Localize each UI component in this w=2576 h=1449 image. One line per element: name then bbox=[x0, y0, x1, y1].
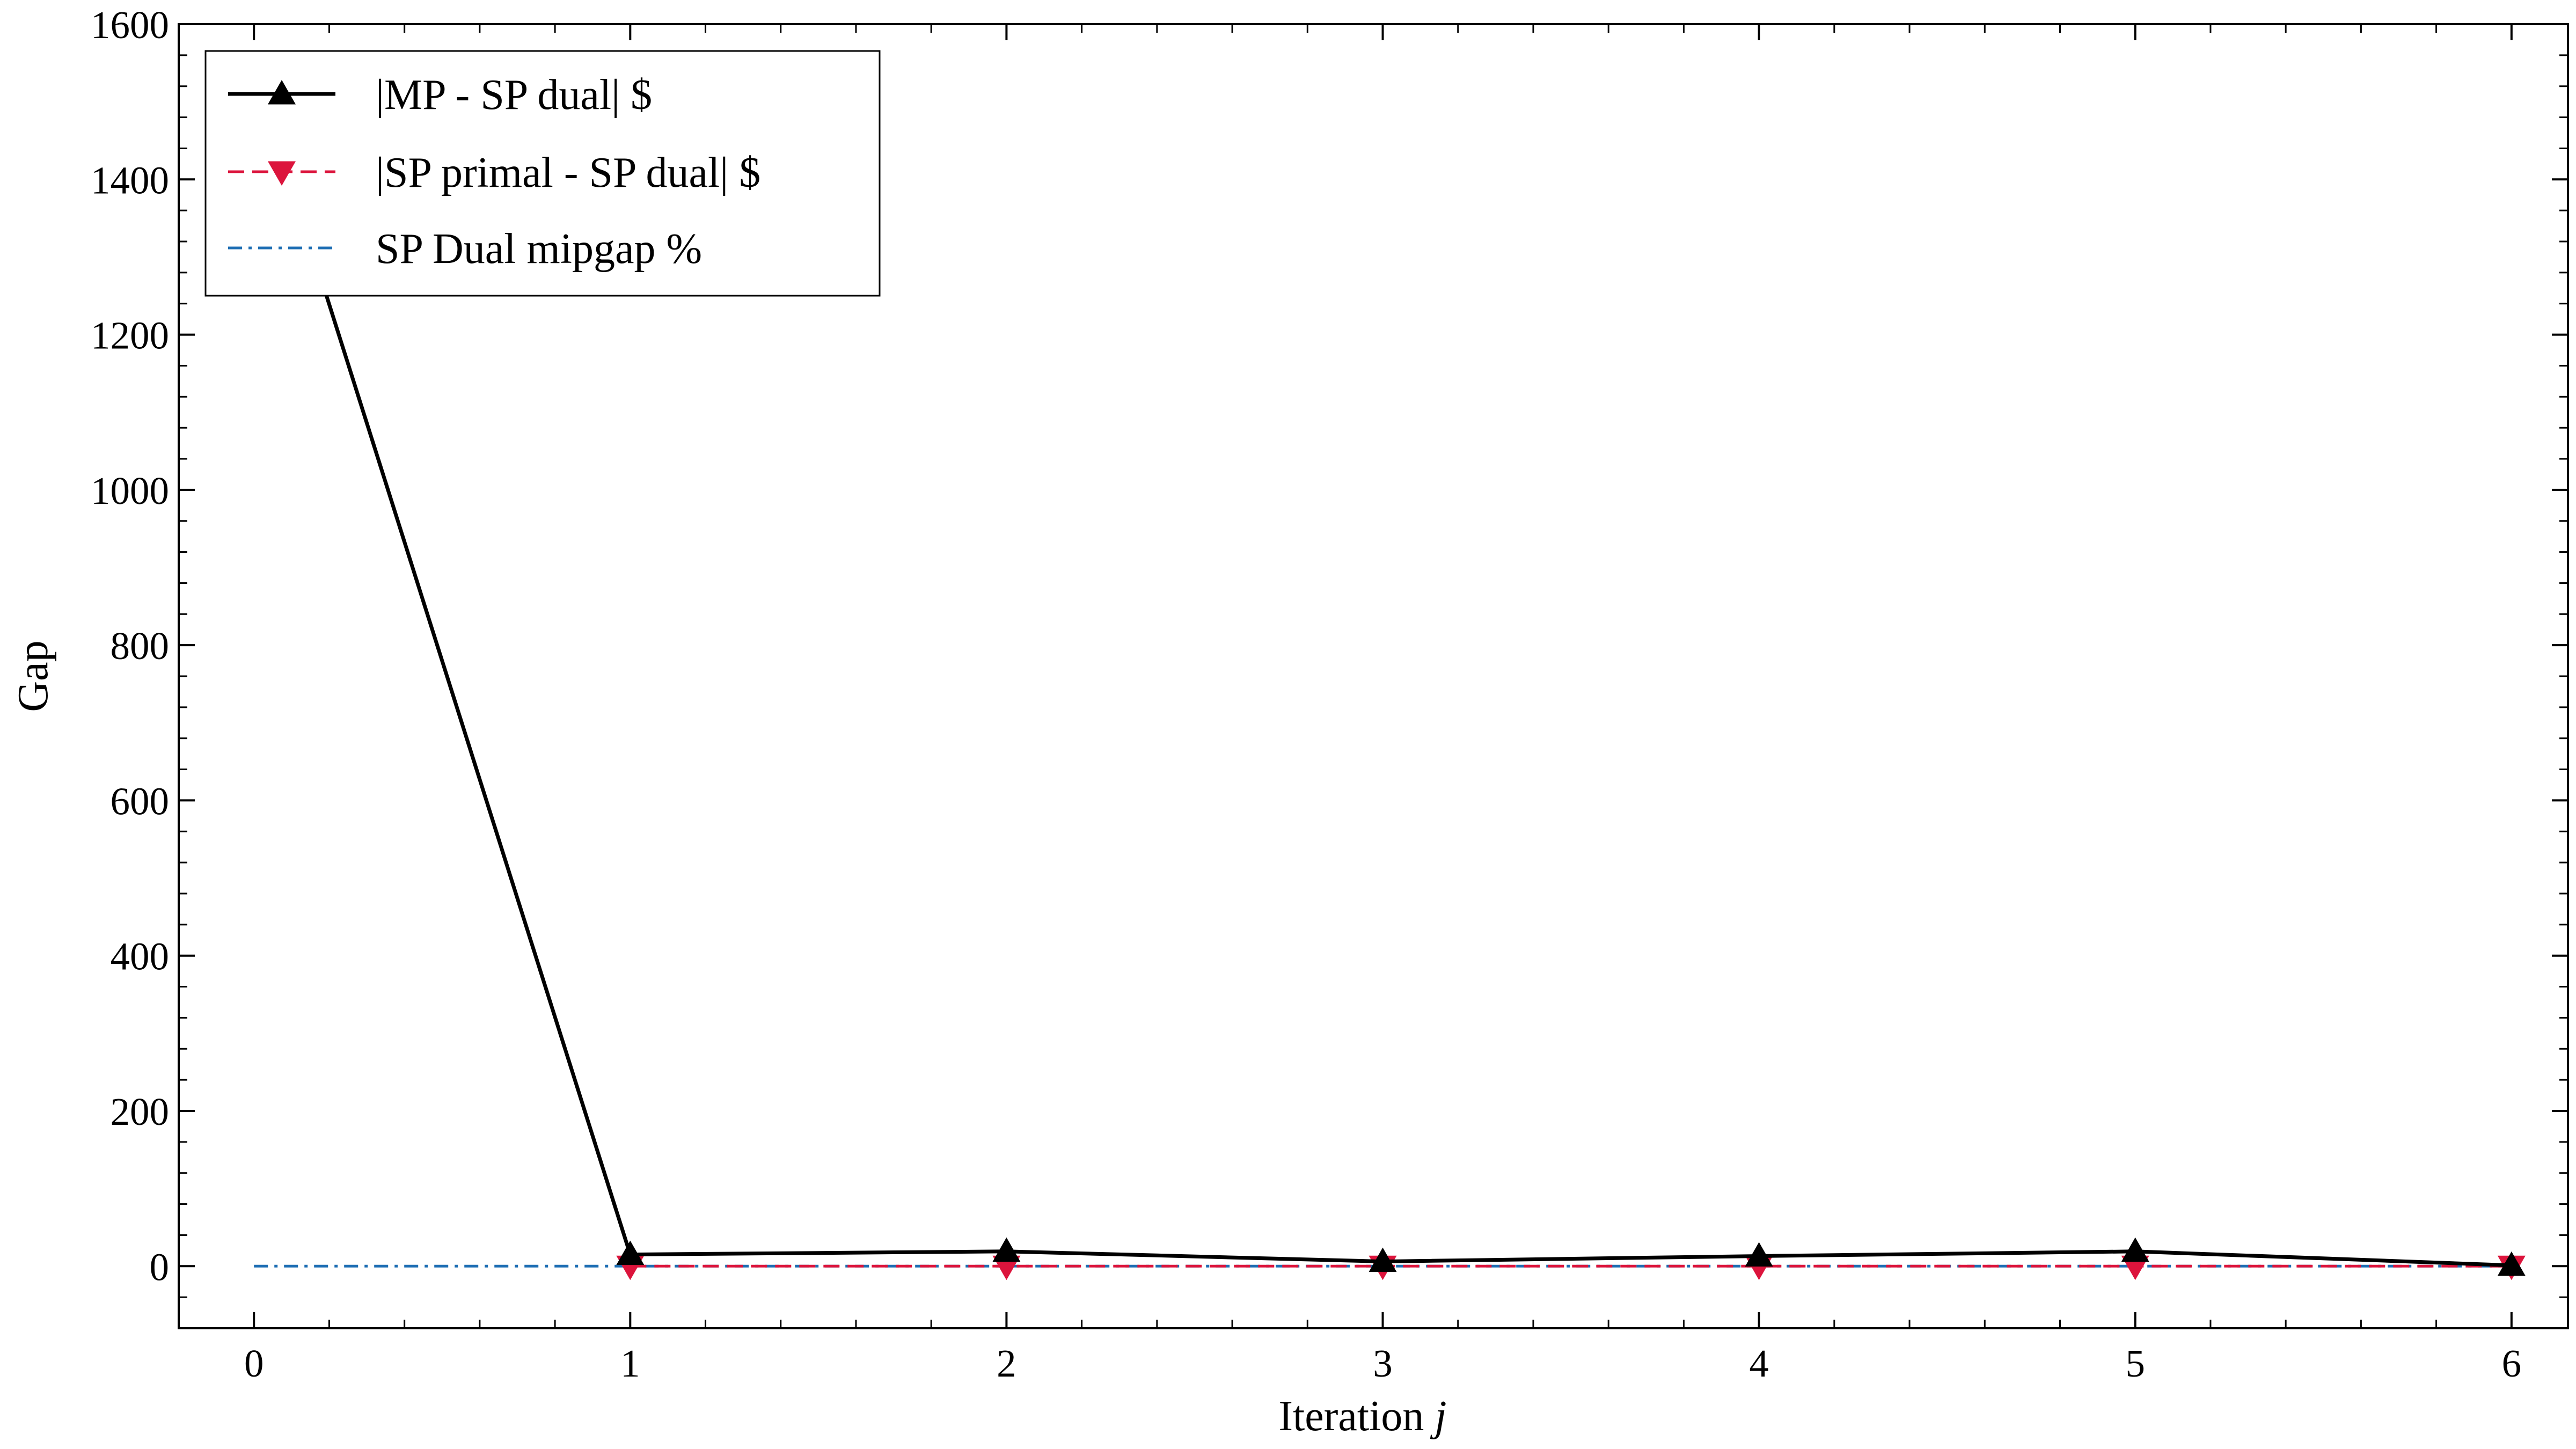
x-tick-label: 3 bbox=[1373, 1342, 1393, 1385]
data-point bbox=[1745, 1242, 1773, 1267]
y-tick-label: 200 bbox=[111, 1090, 170, 1133]
labels-layer: 0 1 2 3 4 5 6 0 200 400 600 800 1000 1200 1400 1600 Iter… bbox=[10, 3, 2521, 1440]
data-point bbox=[2497, 1251, 2526, 1276]
data-point bbox=[2121, 1237, 2149, 1262]
y-axis-title: Gap bbox=[10, 640, 57, 712]
data-point bbox=[1368, 1247, 1397, 1272]
y-tick-label: 800 bbox=[111, 624, 170, 668]
legend-label: |MP - SP dual| $ bbox=[376, 71, 652, 119]
data-point bbox=[616, 1240, 645, 1265]
y-tick-label: 0 bbox=[150, 1245, 170, 1289]
legend-entry: SP Dual mipgap % bbox=[228, 225, 702, 273]
legend: |MP - SP dual| $ |SP primal - SP dual| $ S… bbox=[204, 50, 881, 297]
x-tick-label: 2 bbox=[997, 1342, 1016, 1385]
legend-box bbox=[204, 50, 881, 297]
x-tick-label: 4 bbox=[1749, 1342, 1769, 1385]
legend-entry: |MP - SP dual| $ bbox=[228, 71, 652, 119]
y-tick-label: 1000 bbox=[91, 469, 169, 513]
x-tick-label: 1 bbox=[620, 1342, 640, 1385]
legend-label: SP Dual mipgap % bbox=[376, 225, 702, 273]
x-tick-label: 0 bbox=[244, 1342, 264, 1385]
legend-label: |SP primal - SP dual| $ bbox=[376, 149, 760, 196]
legend-marker bbox=[268, 80, 296, 105]
y-tick-label: 600 bbox=[111, 779, 170, 823]
x-axis-title: Iteration j bbox=[1278, 1393, 1446, 1440]
x-tick-label: 6 bbox=[2502, 1342, 2522, 1385]
y-tick-label: 1200 bbox=[91, 314, 169, 357]
plot-frame bbox=[178, 23, 2569, 1329]
series-0 bbox=[240, 53, 2526, 1276]
legend-entry: |SP primal - SP dual| $ bbox=[228, 149, 760, 196]
data-point bbox=[992, 1237, 1021, 1262]
y-tick-label: 1400 bbox=[91, 158, 169, 202]
y-tick-label: 1600 bbox=[91, 3, 169, 47]
legend-marker bbox=[268, 161, 296, 186]
series-layer bbox=[240, 53, 2526, 1280]
x-tick-label: 5 bbox=[2125, 1342, 2145, 1385]
y-tick-label: 400 bbox=[111, 935, 170, 978]
